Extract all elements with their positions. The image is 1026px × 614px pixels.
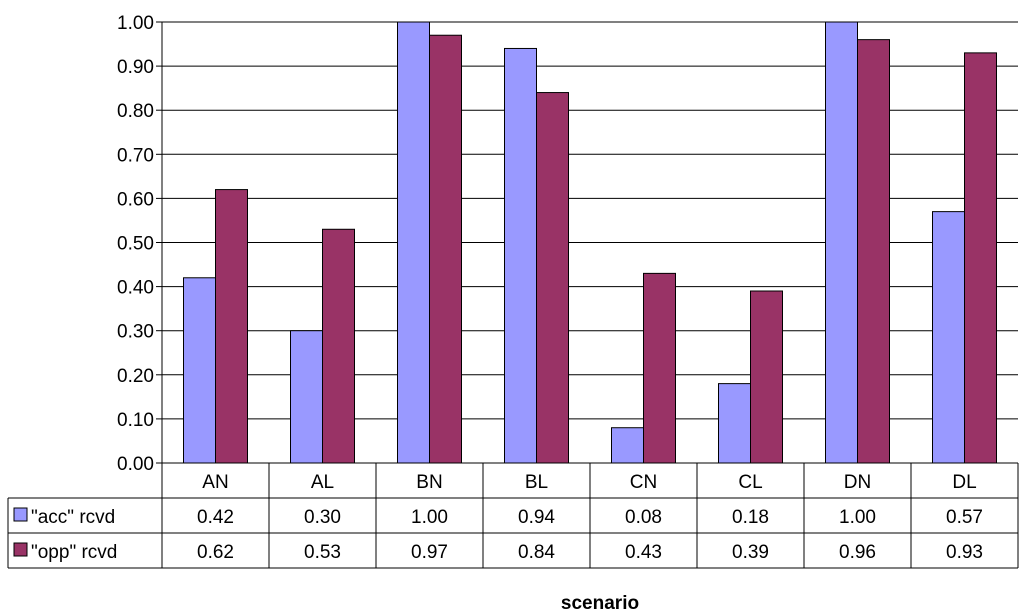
data-label: 0.43 [625, 542, 662, 563]
y-tick-label: 0.60 [117, 189, 154, 210]
series-label: "acc" rcvd [31, 507, 115, 528]
y-tick-label: 0.20 [117, 366, 154, 387]
category-label: DN [844, 472, 871, 493]
y-tick-label: 0.30 [117, 322, 154, 343]
bar-acc-cl [718, 383, 751, 464]
bar-opp-cn [643, 272, 676, 464]
bar-acc-dl [932, 211, 965, 464]
legend-swatch [13, 542, 28, 557]
bar-opp-bn [429, 34, 462, 464]
category-label: AL [311, 472, 334, 493]
y-tick-label: 1.00 [117, 13, 154, 34]
legend-swatch [13, 507, 28, 522]
data-label: 0.94 [518, 507, 555, 528]
bar-opp-dn [857, 39, 890, 464]
data-label: 0.57 [946, 507, 983, 528]
data-label: 0.62 [197, 542, 234, 563]
series-label: "opp" rcvd [31, 542, 117, 563]
data-label: 0.93 [946, 542, 983, 563]
bar-acc-an [183, 277, 216, 464]
data-label: 0.96 [839, 542, 876, 563]
bar-opp-al [322, 228, 355, 464]
y-axis: 0.00 0.10 0.20 0.30 0.40 0.50 0.60 0.70 0.80 0.90… [117, 13, 163, 475]
y-tick-label: 0.50 [117, 234, 154, 255]
data-label: 0.53 [304, 542, 341, 563]
data-label: 0.30 [304, 507, 341, 528]
data-label: 1.00 [839, 507, 876, 528]
bars [183, 21, 997, 464]
category-label: BN [416, 472, 442, 493]
y-tick-label: 0.10 [117, 410, 154, 431]
data-table: AN AL BN BL CN CL DN DL "acc" rcvd 0.42 0.30 1.00 0.… [7, 462, 1019, 569]
category-label: CN [630, 472, 657, 493]
x-axis-label: scenario [561, 593, 639, 614]
bar-acc-dn [825, 21, 858, 464]
data-label: 0.08 [625, 507, 662, 528]
y-tick-label: 0.80 [117, 101, 154, 122]
category-label: BL [525, 472, 548, 493]
data-label: 0.18 [732, 507, 769, 528]
data-label: 0.39 [732, 542, 769, 563]
bar-acc-al [290, 330, 323, 464]
bar-acc-bn [397, 21, 430, 464]
data-label: 0.97 [411, 542, 448, 563]
y-tick-label: 0.90 [117, 57, 154, 78]
data-label: 1.00 [411, 507, 448, 528]
bar-acc-bl [504, 47, 537, 464]
category-label: DL [952, 472, 976, 493]
y-tick-label: 0.70 [117, 145, 154, 166]
data-label: 0.84 [518, 542, 555, 563]
y-tick-label: 0.00 [117, 454, 154, 475]
bar-opp-bl [536, 92, 569, 464]
bar-acc-cn [611, 427, 644, 464]
category-label: AN [202, 472, 228, 493]
bar-opp-an [215, 189, 248, 464]
data-label: 0.42 [197, 507, 234, 528]
y-tick-label: 0.40 [117, 278, 154, 299]
category-label: CL [738, 472, 762, 493]
bar-opp-dl [964, 52, 997, 464]
bar-opp-cl [750, 290, 783, 464]
